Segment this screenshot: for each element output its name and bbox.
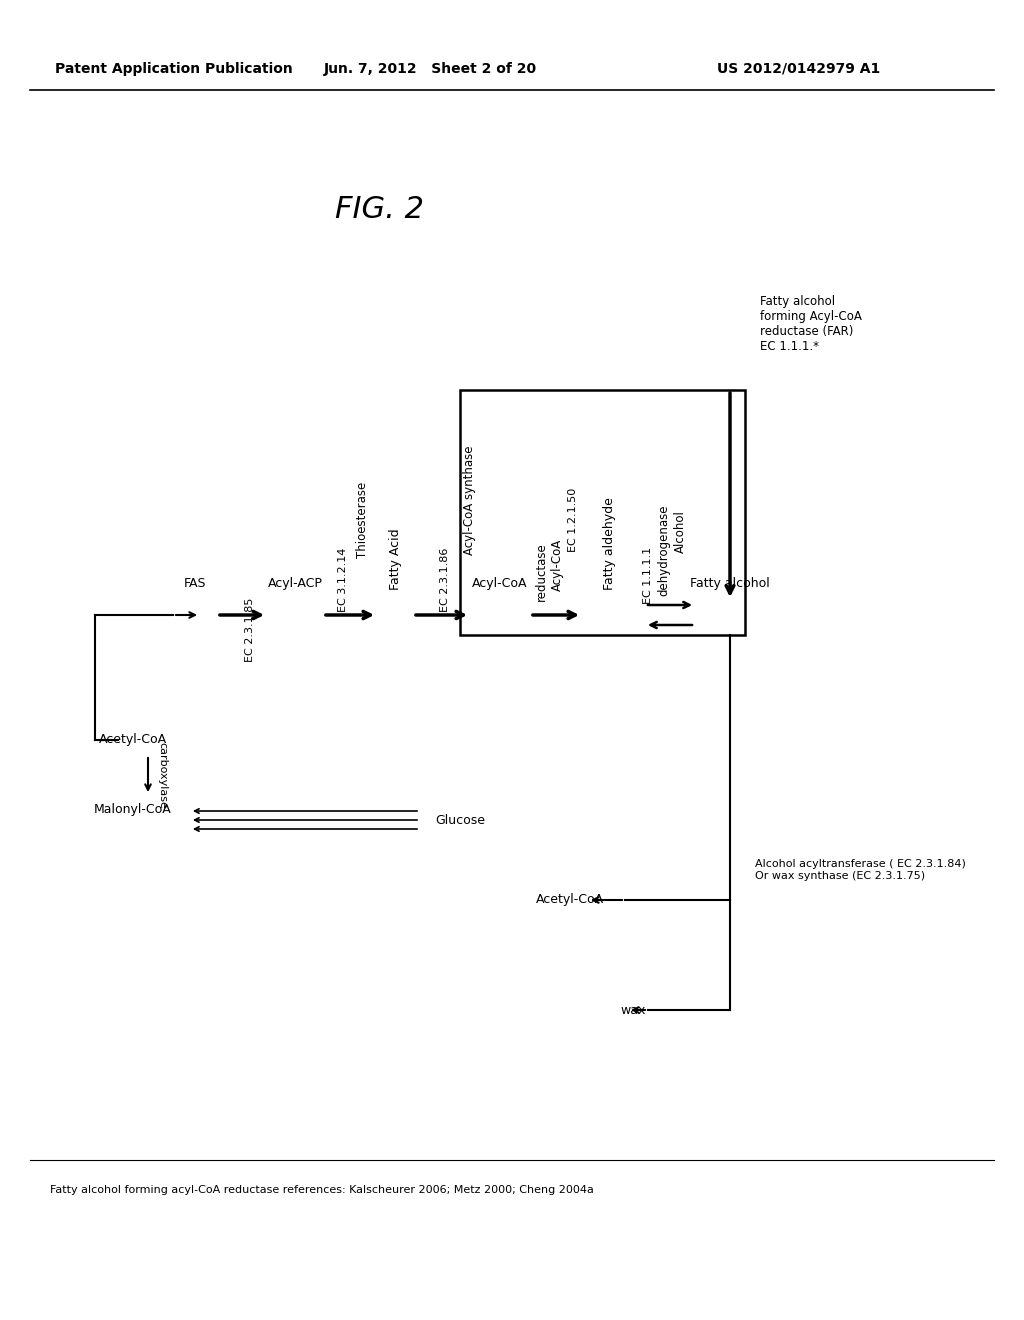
Text: Fatty alcohol
forming Acyl-CoA
reductase (FAR)
EC 1.1.1.*: Fatty alcohol forming Acyl-CoA reductase… bbox=[760, 294, 862, 352]
Text: Glucose: Glucose bbox=[435, 813, 485, 826]
Text: reductase: reductase bbox=[535, 543, 548, 602]
Text: Alcohol: Alcohol bbox=[674, 511, 686, 553]
Text: Fatty alcohol: Fatty alcohol bbox=[690, 577, 770, 590]
Text: FAS: FAS bbox=[183, 577, 206, 590]
Text: US 2012/0142979 A1: US 2012/0142979 A1 bbox=[717, 62, 880, 77]
Text: wax: wax bbox=[620, 1003, 645, 1016]
Text: Acyl-CoA: Acyl-CoA bbox=[551, 539, 563, 591]
Text: EC 1.2.1.50: EC 1.2.1.50 bbox=[568, 488, 578, 552]
Text: Acyl-CoA synthase: Acyl-CoA synthase bbox=[463, 445, 475, 554]
Text: Acetyl-CoA: Acetyl-CoA bbox=[536, 894, 604, 907]
Text: EC 3.1.2.14: EC 3.1.2.14 bbox=[338, 548, 348, 612]
Text: EC 1.1.1.1: EC 1.1.1.1 bbox=[643, 546, 653, 603]
Text: Fatty aldehyde: Fatty aldehyde bbox=[603, 498, 616, 590]
Text: FIG. 2: FIG. 2 bbox=[335, 195, 424, 224]
Text: EC 2.3.1.86: EC 2.3.1.86 bbox=[440, 548, 450, 612]
Text: Patent Application Publication: Patent Application Publication bbox=[55, 62, 293, 77]
Text: Fatty Acid: Fatty Acid bbox=[388, 528, 401, 590]
Text: Acyl-CoA: Acyl-CoA bbox=[472, 577, 527, 590]
Text: Acetyl-CoA: Acetyl-CoA bbox=[99, 734, 167, 747]
Text: Jun. 7, 2012   Sheet 2 of 20: Jun. 7, 2012 Sheet 2 of 20 bbox=[324, 62, 537, 77]
Text: Thioesterase: Thioesterase bbox=[356, 482, 370, 558]
Text: EC 2.3.1.85: EC 2.3.1.85 bbox=[245, 598, 255, 663]
Text: dehydrogenase: dehydrogenase bbox=[657, 504, 671, 595]
Text: Fatty alcohol forming acyl-CoA reductase references: Kalscheurer 2006; Metz 2000: Fatty alcohol forming acyl-CoA reductase… bbox=[50, 1185, 594, 1195]
Text: Alcohol acyltransferase ( EC 2.3.1.84)
Or wax synthase (EC 2.3.1.75): Alcohol acyltransferase ( EC 2.3.1.84) O… bbox=[755, 859, 966, 880]
Text: Acyl-ACP: Acyl-ACP bbox=[267, 577, 323, 590]
Bar bbox=[460, 389, 745, 635]
Text: Malonyl-CoA: Malonyl-CoA bbox=[94, 804, 172, 817]
Text: carboxylase: carboxylase bbox=[157, 742, 167, 808]
